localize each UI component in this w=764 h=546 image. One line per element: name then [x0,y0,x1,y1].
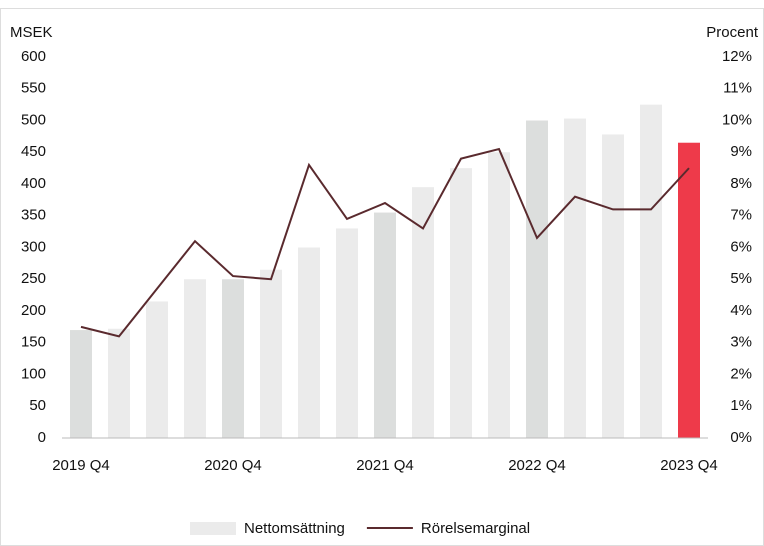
bar [374,212,396,438]
y2-tick-label: 0% [730,429,752,446]
bar [412,187,434,438]
y2-tick-label: 10% [722,111,752,128]
bar [336,228,358,438]
bar [526,120,548,438]
x-tick-label: 2019 Q4 [52,457,110,474]
bar [564,118,586,438]
y-tick-label: 200 [21,302,46,319]
y-tick-label: 150 [21,334,46,351]
y-tick-label: 250 [21,270,46,287]
bar [450,168,472,438]
line [80,147,690,338]
bar [602,134,624,438]
y2-tick-label: 2% [730,365,752,382]
y-tick-label: 600 [21,48,46,65]
bar [298,247,320,438]
legend-label: Rörelsemarginal [421,520,530,537]
bar [70,330,92,438]
bar [146,301,168,438]
x-tick-label: 2020 Q4 [204,457,262,474]
legend-label: Nettomsättning [244,520,345,537]
legend-swatch [190,522,236,535]
y-tick-label: 100 [21,365,46,382]
y2-tick-label: 4% [730,302,752,319]
bar [640,104,662,438]
bar [184,279,206,438]
y2-tick-label: 1% [730,397,752,414]
y-tick-label: 400 [21,175,46,192]
y2-tick-label: 11% [723,80,752,97]
x-tick-label: 2023 Q4 [660,457,718,474]
y2-tick-label: 5% [730,270,752,287]
y-tick-label: 550 [21,80,46,97]
y-tick-label: 300 [21,238,46,255]
bar [678,142,700,438]
y2-tick-label: 12% [722,48,752,65]
bar [222,279,244,438]
y-tick-label: 500 [21,111,46,128]
y2-tick-label: 7% [730,207,752,224]
y-axis-title: MSEK [10,24,53,41]
y-tick-label: 50 [29,397,46,414]
y2-tick-label: 9% [730,143,752,160]
y2-axis-title: Procent [706,24,759,41]
bar [488,152,510,438]
y2-tick-label: 3% [730,334,752,351]
bar [260,269,282,438]
x-tick-label: 2021 Q4 [356,457,414,474]
y2-tick-label: 6% [730,238,752,255]
y-tick-label: 450 [21,143,46,160]
y2-tick-label: 8% [730,175,752,192]
y-tick-label: 350 [21,207,46,224]
x-tick-label: 2022 Q4 [508,457,566,474]
bar [108,328,130,438]
y-tick-label: 0 [38,429,46,446]
